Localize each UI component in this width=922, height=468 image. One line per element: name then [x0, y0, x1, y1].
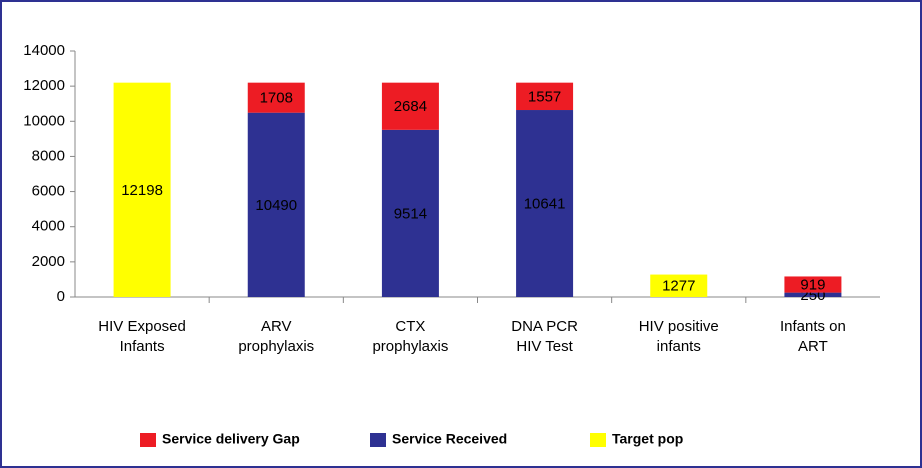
x-tick-line: HIV positive [639, 318, 719, 335]
bar-segment [784, 276, 842, 293]
legend-label: Target pop [612, 431, 683, 447]
legend-label: Service Received [392, 431, 507, 447]
data-label: 919 [800, 277, 825, 294]
bar-segment [516, 82, 574, 111]
y-tick-label: 10000 [23, 112, 65, 129]
data-label: 10641 [524, 195, 566, 212]
x-tick-label: Infants on ART [780, 318, 846, 355]
x-tick-line: infants [657, 338, 701, 355]
x-tick-label: HIV Exposed Infants [98, 318, 186, 355]
x-tick-line: ART [798, 338, 828, 355]
bar-segment [247, 82, 305, 113]
y-tick-label: 0 [57, 288, 65, 305]
x-tick-line: prophylaxis [238, 338, 314, 355]
data-label: 2684 [394, 98, 427, 115]
y-tick-label: 2000 [32, 253, 65, 270]
legend-swatch [140, 433, 156, 447]
x-tick-line: prophylaxis [372, 338, 448, 355]
x-tick-line: Infants [120, 338, 165, 355]
bar-segment [650, 274, 708, 297]
x-tick-label: DNA PCR HIV Test [511, 318, 578, 355]
legend-swatch [370, 433, 386, 447]
x-tick-line: HIV Test [516, 338, 573, 355]
legend-label: Service delivery Gap [162, 431, 300, 447]
x-tick-label: ARV prophylaxis [238, 318, 314, 355]
legend-swatch [590, 433, 606, 447]
x-tick-line: CTX [395, 318, 425, 335]
bar-segment [784, 292, 842, 297]
bar-segment [381, 82, 439, 130]
bar-segment [381, 129, 439, 297]
x-tick-label: HIV positive infants [639, 318, 719, 355]
x-tick-label: CTX prophylaxis [372, 318, 448, 355]
bar-segment [516, 110, 574, 297]
data-label: 1277 [662, 278, 695, 295]
data-label: 1708 [260, 90, 293, 107]
data-label: 9514 [394, 205, 427, 222]
x-tick-line: Infants on [780, 318, 846, 335]
data-label: 1557 [528, 88, 561, 105]
data-label: 12198 [121, 182, 163, 199]
data-label: 10490 [255, 197, 297, 214]
bar-segment [113, 82, 171, 297]
bar-segment [247, 112, 305, 297]
y-tick-label: 6000 [32, 183, 65, 200]
x-tick-line: ARV [261, 318, 292, 335]
y-tick-label: 4000 [32, 218, 65, 235]
y-tick-label: 12000 [23, 77, 65, 94]
y-tick-label: 8000 [32, 147, 65, 164]
x-tick-line: HIV Exposed [98, 318, 186, 335]
x-tick-line: DNA PCR [511, 318, 578, 335]
y-tick-label: 14000 [23, 42, 65, 59]
